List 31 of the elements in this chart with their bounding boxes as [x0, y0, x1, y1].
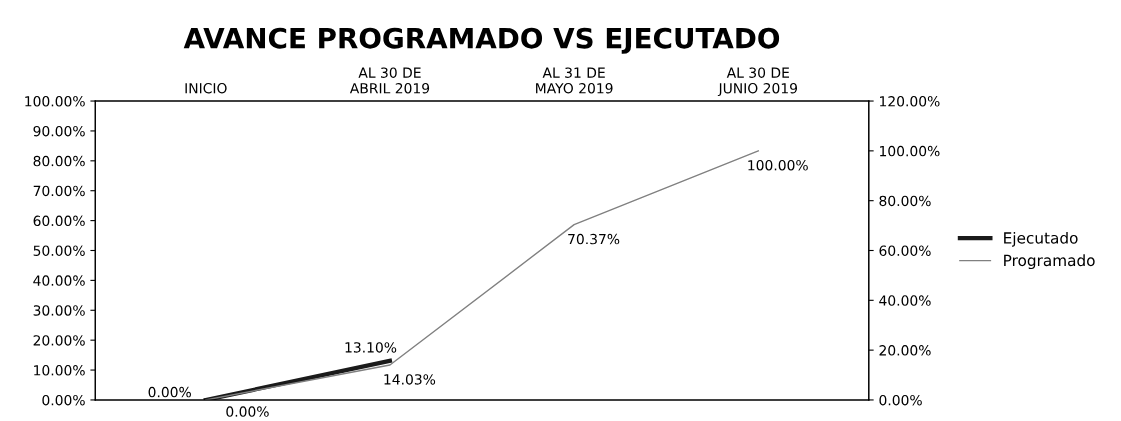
y-tick-label: 50.00%: [33, 245, 85, 256]
legend-label: Programado: [1004, 254, 1095, 270]
data-label: 13.10%: [345, 342, 397, 353]
y-tick-label: 0.00%: [42, 394, 85, 406]
y2-tick-label: 100.00%: [880, 145, 940, 157]
data-label: 0.00%: [148, 386, 191, 398]
legend-label: Ejecutado: [1004, 231, 1078, 247]
y2-tick-label: 20.00%: [879, 345, 931, 356]
data-label: 70.37%: [568, 233, 620, 245]
data-label: 100.00%: [748, 159, 808, 171]
y-tick-label: 10.00%: [34, 365, 85, 376]
x-tick-label: INICIO: [185, 82, 227, 94]
y-tick-label: 30.00%: [33, 305, 85, 316]
y-tick-label: 60.00%: [33, 215, 85, 227]
y2-tick-label: 0.00%: [879, 394, 922, 406]
chart-title: AVANCE PROGRAMADO VS EJECUTADO: [183, 27, 780, 54]
y-tick-label: 100.00%: [25, 96, 85, 107]
y2-tick-label: 80.00%: [879, 195, 931, 207]
x-tick-label: AL 30 DE JUNIO 2019: [717, 67, 798, 97]
data-label: 0.00%: [226, 406, 269, 417]
y2-tick-label: 40.00%: [879, 295, 931, 306]
y2-tick-label: 60.00%: [879, 245, 931, 256]
x-tick-label: AL 30 DE ABRIL 2019: [349, 67, 430, 94]
y-tick-label: 40.00%: [33, 275, 85, 286]
y-tick-label: 90.00%: [33, 125, 85, 137]
y-tick-label: 70.00%: [33, 185, 85, 197]
y-tick-label: 20.00%: [33, 335, 85, 346]
x-tick-label: AL 31 DE MAYO 2019: [536, 67, 613, 94]
y-tick-label: 80.00%: [33, 155, 85, 167]
data-label: 14.03%: [384, 374, 436, 385]
y2-tick-label: 120.00%: [880, 96, 940, 107]
